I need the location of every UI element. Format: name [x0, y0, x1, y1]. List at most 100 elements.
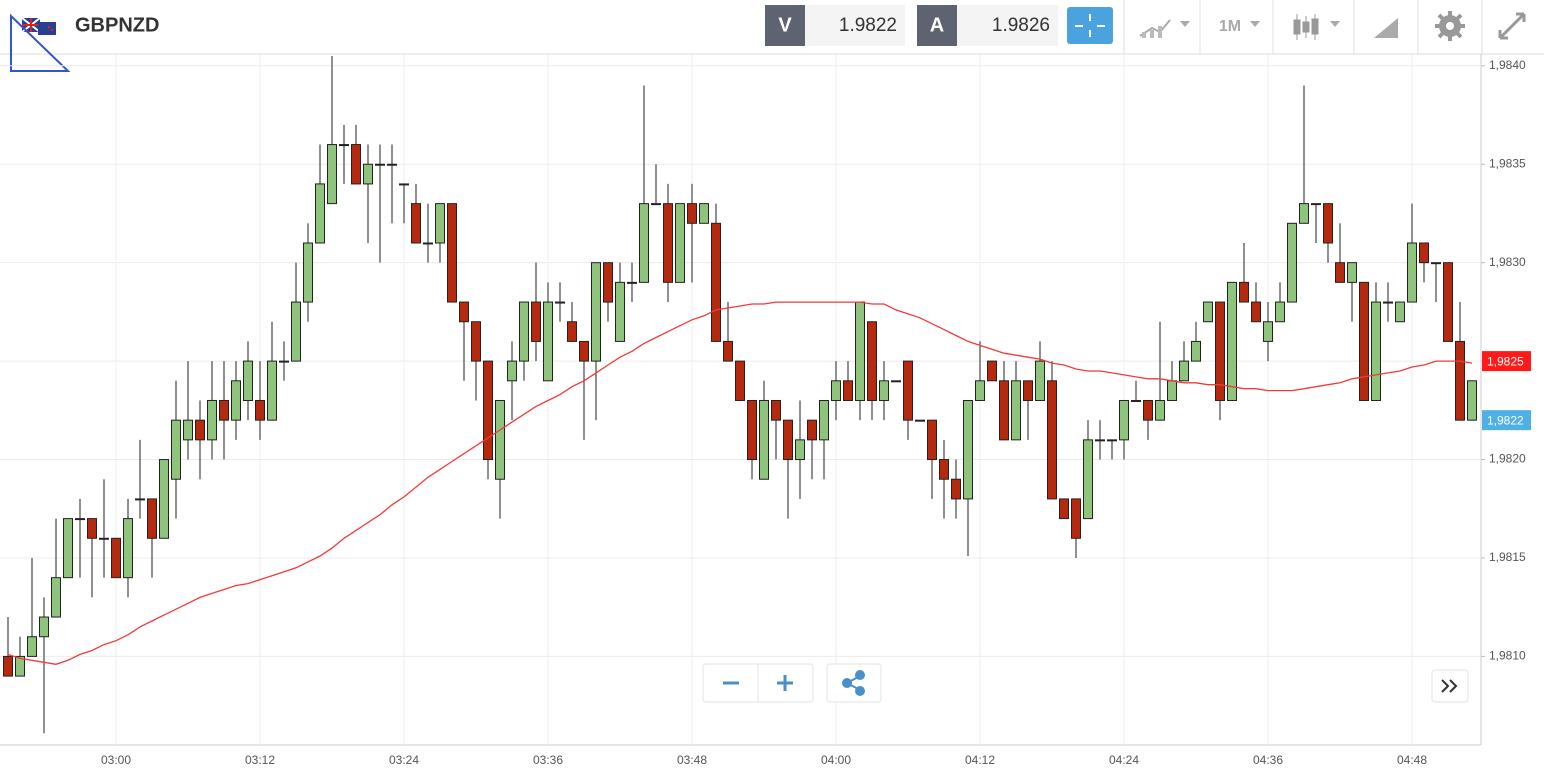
candle-body [831, 380, 841, 401]
candle-body [279, 360, 289, 363]
timeframe-caret [1250, 21, 1260, 27]
candle-body [603, 262, 613, 303]
candle-body [1431, 262, 1441, 265]
candle-body [783, 419, 793, 461]
scroll-end-button[interactable] [1441, 679, 1458, 693]
y-tick-label: 1,9840 [1489, 58, 1526, 72]
candle-body [567, 321, 577, 342]
zoom-in-button[interactable] [777, 675, 793, 691]
candle-body [579, 340, 589, 362]
fullscreen-button[interactable] [1498, 12, 1526, 40]
candle-body [171, 419, 181, 480]
candle-body [759, 399, 769, 480]
candle-body [591, 262, 601, 362]
price-label-box [1482, 410, 1531, 431]
candle-body [63, 518, 73, 579]
candle-body [87, 518, 97, 539]
candle-body [159, 459, 169, 539]
x-tick-label: 04:48 [1397, 753, 1427, 767]
candle-body [1299, 203, 1309, 224]
sell-button[interactable] [765, 5, 805, 46]
crosshair-button[interactable] [1067, 7, 1113, 44]
candle-body [927, 419, 937, 461]
candle-body [1239, 281, 1249, 303]
timeframe[interactable]: 1M [1219, 18, 1241, 35]
candle-body [699, 203, 709, 224]
candle-body [291, 301, 301, 362]
y-tick-label: 1,9820 [1489, 452, 1526, 466]
draw-button[interactable] [1374, 18, 1398, 38]
candle-body [135, 498, 145, 501]
settings-button[interactable] [1435, 11, 1465, 41]
candle-body [687, 203, 697, 224]
candle-body [1047, 380, 1057, 500]
candle-body [1287, 222, 1297, 303]
candle-body [1371, 301, 1381, 401]
buy-label[interactable]: A [930, 14, 944, 36]
candle-body [615, 281, 625, 342]
candle-body [183, 419, 193, 441]
candle-style-button[interactable] [1293, 14, 1340, 40]
sell-price[interactable]: 1.9822 [839, 15, 897, 36]
candle-body [1107, 439, 1117, 442]
candle-body [795, 439, 805, 461]
candle-body [147, 498, 157, 539]
buy-button[interactable] [917, 5, 957, 46]
chart-type-button[interactable] [1139, 19, 1190, 38]
candle-body [1119, 399, 1129, 441]
candle-body [771, 399, 781, 421]
candle-body [1347, 262, 1357, 283]
candle-body [747, 399, 757, 461]
candle-body [711, 222, 721, 342]
candle-body [15, 655, 25, 677]
candle-body [651, 203, 661, 206]
candle-body [315, 183, 325, 244]
price-label-box [1482, 351, 1531, 372]
sell-label[interactable]: V [778, 14, 792, 36]
price-label: 1,9822 [1487, 413, 1524, 427]
sell-price-box[interactable] [805, 5, 905, 46]
toolbar-separators [1123, 0, 1483, 54]
plot-area: 1,9810 1,9815 1,9820 1,9825 1,9830 1,9835 1,98… [0, 54, 1531, 767]
candle-body [339, 144, 349, 147]
candle-body [843, 380, 853, 401]
candle-body [75, 518, 85, 521]
buy-price-box[interactable] [957, 5, 1058, 46]
candle-body [435, 203, 445, 244]
candle-body [1263, 321, 1273, 342]
candle-body [363, 163, 373, 185]
x-tick-label: 04:00 [821, 753, 851, 767]
candle-body [423, 242, 433, 245]
y-tick-label: 1,9815 [1489, 550, 1526, 564]
candle-body [963, 399, 973, 500]
x-tick-label: 04:36 [1253, 753, 1283, 767]
candle-body [123, 518, 133, 579]
y-tick-label: 1,9830 [1489, 255, 1526, 269]
candle-body [1407, 242, 1417, 303]
candle-body [1179, 360, 1189, 382]
selection-marker [10, 13, 71, 72]
y-tick-label: 1,9835 [1489, 156, 1526, 170]
share-button[interactable] [842, 670, 865, 696]
buy-price[interactable]: 1.9826 [992, 15, 1050, 36]
candle-body [975, 380, 985, 401]
candle-body [327, 144, 337, 205]
scroll-end-box[interactable] [1431, 669, 1469, 703]
share-box[interactable] [826, 663, 882, 703]
candle-body [1335, 262, 1345, 283]
candle-body [1083, 439, 1093, 520]
candle-body [1191, 340, 1201, 362]
candle-body [1035, 360, 1045, 401]
candle-body [879, 380, 889, 401]
candle-body [1071, 498, 1081, 539]
x-tick-label: 04:12 [965, 753, 995, 767]
candle-body [3, 655, 13, 677]
candle-body [1143, 399, 1153, 421]
x-tick-label: 03:00 [101, 753, 131, 767]
candle-body [219, 399, 229, 421]
candle-body [1455, 340, 1465, 421]
symbol: GBPNZD [75, 14, 159, 36]
candle-body [267, 360, 277, 421]
